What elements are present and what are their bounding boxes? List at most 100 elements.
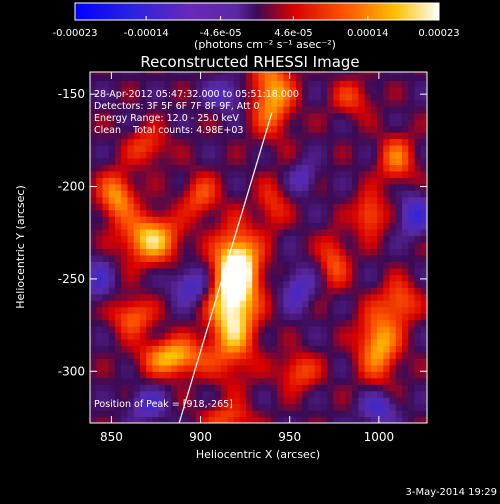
heatmap-cell [196, 177, 203, 185]
heatmap-cell [395, 164, 403, 172]
heatmap-cell [183, 203, 191, 211]
heatmap-cell [127, 293, 135, 301]
heatmap-cell [227, 332, 235, 340]
heatmap-cell [377, 190, 384, 198]
heatmap-cell [114, 183, 122, 191]
heatmap-cell [102, 241, 110, 250]
heatmap-cell [208, 403, 216, 411]
heatmap-cell [320, 132, 328, 140]
heatmap-cell [408, 390, 416, 398]
heatmap-cell [183, 332, 191, 340]
heatmap-cell [202, 364, 210, 372]
heatmap-cell [352, 203, 359, 211]
heatmap-cell [139, 164, 147, 172]
heatmap-cell [208, 248, 216, 256]
heatmap-cell [221, 73, 228, 81]
heatmap-cell [283, 338, 291, 347]
heatmap-cell [208, 241, 216, 250]
heatmap-cell [395, 177, 403, 185]
heatmap-cell [270, 280, 278, 288]
heatmap-cell [133, 235, 141, 243]
heatmap-cell [214, 300, 222, 308]
heatmap-cell [164, 384, 172, 392]
heatmap-cell [121, 144, 129, 153]
heatmap-cell [283, 410, 291, 418]
heatmap-cell [383, 138, 391, 146]
heatmap-cell [364, 351, 372, 359]
heatmap-cell [252, 106, 260, 114]
heatmap-cell [320, 338, 328, 347]
heatmap-cell [239, 183, 247, 191]
heatmap-cell [414, 93, 422, 101]
heatmap-cell [239, 125, 247, 133]
heatmap-cell [408, 248, 416, 256]
heatmap-cell [389, 390, 397, 398]
heatmap-cell [158, 86, 166, 94]
heatmap-cell [402, 326, 409, 334]
heatmap-cell [171, 241, 178, 250]
heatmap-cell [233, 274, 241, 282]
heatmap-cell [189, 338, 197, 347]
heatmap-cell [358, 144, 366, 153]
heatmap-cell [164, 358, 172, 366]
heatmap-cell [233, 254, 241, 262]
heatmap-cell [152, 287, 160, 295]
heatmap-cell [308, 326, 316, 334]
heatmap-cell [221, 390, 228, 398]
heatmap-cell [133, 397, 141, 405]
heatmap-cell [333, 274, 341, 282]
heatmap-cell [214, 345, 222, 353]
heatmap-cell [189, 397, 197, 405]
heatmap-cell [314, 364, 322, 372]
heatmap-cell [377, 93, 384, 101]
heatmap-cell [377, 196, 384, 204]
heatmap-cell [345, 397, 353, 405]
heatmap-cell [127, 351, 135, 359]
heatmap-cell [327, 319, 334, 327]
heatmap-cell [171, 93, 178, 101]
heatmap-cell [90, 371, 97, 379]
heatmap-cell [139, 248, 147, 256]
heatmap-cell [420, 313, 427, 321]
heatmap-cell [295, 209, 303, 217]
heatmap-cell [108, 93, 116, 101]
heatmap-cell [102, 403, 110, 411]
heatmap-cell [189, 358, 197, 366]
heatmap-cell [102, 377, 110, 385]
heatmap-cell [158, 73, 166, 81]
heatmap-cell [270, 164, 278, 172]
heatmap-cell [364, 410, 372, 418]
heatmap-cell [196, 203, 203, 211]
heatmap-cell [246, 351, 253, 359]
heatmap-cell [327, 241, 334, 250]
heatmap-cell [370, 144, 378, 153]
heatmap-cell [133, 72, 141, 75]
heatmap-cell [146, 313, 154, 321]
heatmap-cell [358, 72, 366, 75]
heatmap-cell [177, 287, 185, 295]
heatmap-cell [389, 132, 397, 140]
heatmap-cell [146, 229, 154, 237]
heatmap-cell [152, 390, 160, 398]
heatmap-cell [202, 248, 210, 256]
heatmap-cell [339, 157, 347, 165]
heatmap-cell [352, 332, 359, 340]
heatmap-cell [283, 345, 291, 353]
heatmap-cell [139, 241, 147, 250]
heatmap-cell [358, 261, 366, 269]
heatmap-cell [233, 222, 241, 230]
heatmap-cell [370, 209, 378, 217]
heatmap-cell [189, 157, 197, 165]
heatmap-cell [277, 384, 285, 392]
heatmap-cell [108, 235, 116, 243]
heatmap-cell [164, 73, 172, 81]
heatmap-cell [314, 222, 322, 230]
heatmap-cell [246, 86, 253, 94]
heatmap-cell [246, 241, 253, 250]
heatmap-cell [108, 144, 116, 153]
heatmap-cell [295, 196, 303, 204]
heatmap-cell [208, 287, 216, 295]
heatmap-cell [295, 403, 303, 411]
heatmap-cell [408, 157, 416, 165]
heatmap-cell [264, 261, 272, 269]
